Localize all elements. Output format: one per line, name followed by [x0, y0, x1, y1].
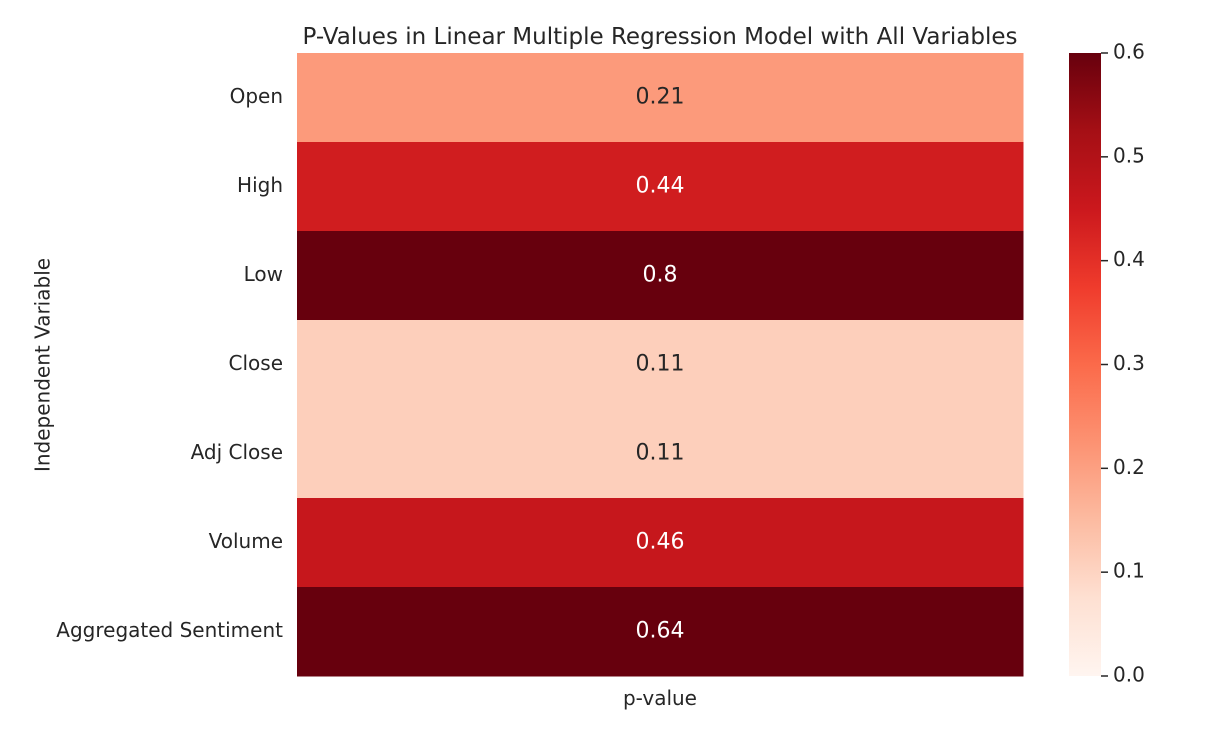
y-axis-label: Independent Variable	[31, 258, 55, 472]
heatmap-cells: 0.21 0.44 0.8 0.11 0.11 0.46 0.64	[297, 53, 1024, 677]
colorbar-tick-label: 0.6	[1113, 40, 1145, 64]
row-tick-labels: Open High Low Close Adj Close Volume Aggregate…	[56, 84, 283, 642]
cell-value-label: 0.64	[636, 619, 685, 644]
heatmap-cell	[297, 320, 1024, 410]
chart-title: P-Values in Linear Multiple Regression M…	[302, 24, 1017, 50]
colorbar-tick-label: 0.3	[1113, 351, 1145, 375]
colorbar-gradient	[1069, 53, 1101, 676]
colorbar-tick-label: 0.5	[1113, 143, 1145, 167]
cell-value-label: 0.46	[636, 530, 685, 555]
colorbar-tick-label: 0.1	[1113, 559, 1145, 583]
heatmap-cell	[297, 142, 1024, 232]
colorbar-tick-label: 0.0	[1113, 663, 1145, 687]
cell-value-label: 0.11	[636, 441, 685, 466]
row-tick-label: High	[237, 173, 283, 197]
column-tick-label: p-value	[623, 686, 697, 710]
heatmap-cell	[297, 409, 1024, 499]
heatmap-cell	[297, 53, 1024, 143]
row-tick-label: Close	[229, 351, 283, 375]
row-tick-label: Aggregated Sentiment	[56, 618, 283, 642]
heatmap-cell	[297, 231, 1024, 321]
heatmap-cell	[297, 587, 1024, 677]
colorbar: 0.0 0.1 0.2 0.3 0.4 0.5 0.6	[1069, 40, 1145, 687]
row-tick-label: Adj Close	[191, 440, 283, 464]
cell-value-label: 0.11	[636, 352, 685, 377]
row-tick-label: Open	[230, 84, 283, 108]
cell-value-label: 0.44	[636, 174, 685, 199]
cell-value-label: 0.8	[643, 263, 678, 288]
cell-value-label: 0.21	[636, 85, 685, 110]
column-tick-labels: p-value	[623, 686, 697, 710]
colorbar-tick-label: 0.2	[1113, 455, 1145, 479]
colorbar-tick-label: 0.4	[1113, 247, 1145, 271]
colorbar-ticks: 0.0 0.1 0.2 0.3 0.4 0.5 0.6	[1101, 40, 1145, 687]
heatmap-cell	[297, 498, 1024, 588]
row-tick-label: Low	[244, 262, 283, 286]
row-tick-label: Volume	[209, 529, 283, 553]
